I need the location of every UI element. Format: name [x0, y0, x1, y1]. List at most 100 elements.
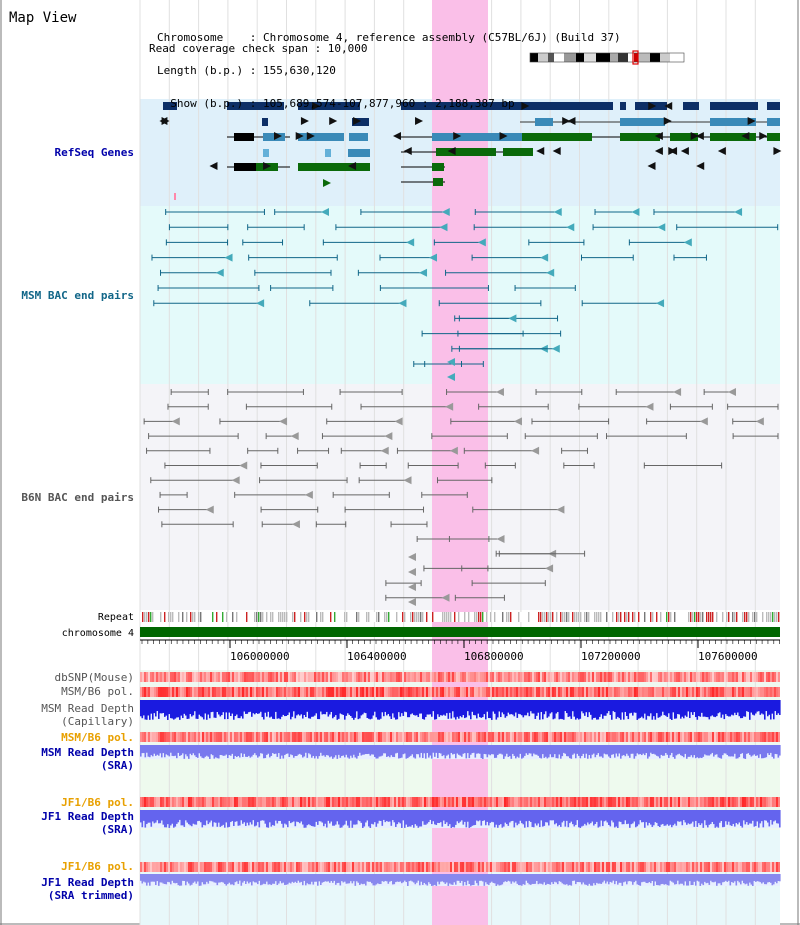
depth-bar — [639, 810, 642, 821]
dbsnp-heat-cell — [756, 672, 758, 682]
depth-bar — [359, 874, 361, 885]
label-line-1: JF1 Read Depth — [41, 810, 134, 823]
depth-bar — [360, 874, 363, 884]
depth-bar — [402, 745, 405, 755]
pol-heat-cell — [274, 862, 276, 872]
depth-bar — [164, 874, 166, 884]
depth-bar — [287, 745, 289, 754]
depth-bar — [407, 810, 409, 827]
pol-heat-cell — [194, 687, 196, 697]
pol-heat-cell — [278, 687, 280, 697]
pol-heat-cell — [406, 732, 408, 742]
pol-heat-cell — [620, 797, 622, 807]
ideogram-band — [628, 53, 634, 62]
depth-bar — [152, 700, 154, 720]
depth-bar — [620, 874, 622, 883]
pol-heat-cell — [400, 732, 402, 742]
depth-bar — [179, 700, 181, 720]
depth-bar — [395, 745, 397, 754]
bac-end-arrow — [279, 417, 288, 426]
pol-heat-cell — [726, 687, 728, 697]
depth-bar — [530, 700, 532, 712]
depth-bar — [578, 700, 580, 720]
depth-bar — [285, 745, 288, 754]
pol-heat-cell — [352, 687, 354, 697]
pol-heat-cell — [240, 732, 242, 742]
depth-bar — [351, 810, 354, 828]
depth-bar — [464, 874, 466, 883]
depth-bar — [770, 745, 772, 753]
gene-strand-arrow — [536, 147, 545, 155]
depth-bar — [447, 745, 450, 755]
pol-heat-cell — [348, 862, 350, 872]
pol-heat-cell — [178, 732, 180, 742]
depth-bar — [729, 700, 732, 717]
pol-heat-cell — [404, 687, 406, 697]
pol-heat-cell — [398, 687, 400, 697]
depth-bar — [633, 810, 636, 822]
repeat-element — [450, 612, 452, 622]
pol-heat-cell — [346, 862, 348, 872]
pol-heat-cell — [266, 687, 268, 697]
pol-heat-cell — [314, 797, 316, 807]
ideogram-band — [660, 53, 670, 62]
depth-bar — [287, 810, 289, 828]
pol-heat-cell — [522, 687, 524, 697]
depth-bar — [251, 700, 253, 717]
pol-heat-cell — [664, 797, 666, 807]
pol-heat-cell — [278, 862, 280, 872]
pol-heat-cell — [230, 862, 232, 872]
pol-heat-cell — [694, 732, 696, 742]
depth-bar — [158, 700, 160, 719]
repeat-element — [688, 612, 690, 622]
pol-heat-cell — [534, 687, 536, 697]
depth-bar — [465, 700, 468, 718]
depth-bar — [333, 700, 336, 717]
depth-bar — [716, 874, 718, 886]
depth-bar — [759, 810, 762, 824]
depth-bar — [368, 810, 370, 827]
depth-bar — [297, 700, 300, 715]
track-label-refseq[interactable]: RefSeq Genes — [54, 146, 134, 159]
depth-bar — [330, 810, 333, 822]
pol-heat-cell — [310, 862, 312, 872]
pol-heat-cell — [270, 862, 272, 872]
depth-bar — [497, 874, 499, 885]
depth-bar — [741, 810, 744, 828]
depth-bar — [210, 874, 213, 882]
pol-heat-cell — [524, 687, 526, 697]
pol-heat-cell — [604, 797, 606, 807]
depth-bar — [464, 810, 466, 822]
track-label-b6n-bac[interactable]: B6N BAC end pairs — [21, 491, 134, 504]
pol-heat-cell — [262, 687, 264, 697]
depth-bar — [411, 745, 414, 755]
pol-heat-cell — [736, 687, 738, 697]
pol-heat-cell — [616, 797, 618, 807]
pol-heat-cell — [408, 687, 410, 697]
depth-bar — [708, 810, 711, 825]
pol-heat-cell — [438, 732, 440, 742]
track-label-msm-bac[interactable]: MSM BAC end pairs — [21, 289, 134, 302]
pol-heat-cell — [468, 862, 470, 872]
depth-bar — [672, 745, 675, 758]
depth-bar — [726, 700, 729, 716]
depth-bar — [213, 745, 216, 759]
depth-bar — [665, 874, 667, 885]
depth-bar — [521, 810, 523, 824]
depth-bar — [776, 745, 778, 755]
dbsnp-heat-cell — [552, 672, 554, 682]
dbsnp-heat-cell — [186, 672, 188, 682]
depth-bar — [374, 745, 376, 757]
pol-heat-cell — [586, 797, 588, 807]
dbsnp-heat-cell — [238, 672, 240, 682]
depth-bar — [183, 874, 186, 882]
depth-bar — [176, 810, 178, 824]
depth-bar — [743, 700, 745, 717]
depth-bar — [317, 810, 319, 825]
pol-heat-cell — [644, 797, 646, 807]
depth-bar — [267, 745, 270, 754]
depth-bar — [528, 810, 531, 821]
pol-heat-cell — [590, 687, 592, 697]
depth-bar — [170, 745, 172, 753]
depth-bar — [213, 810, 216, 823]
